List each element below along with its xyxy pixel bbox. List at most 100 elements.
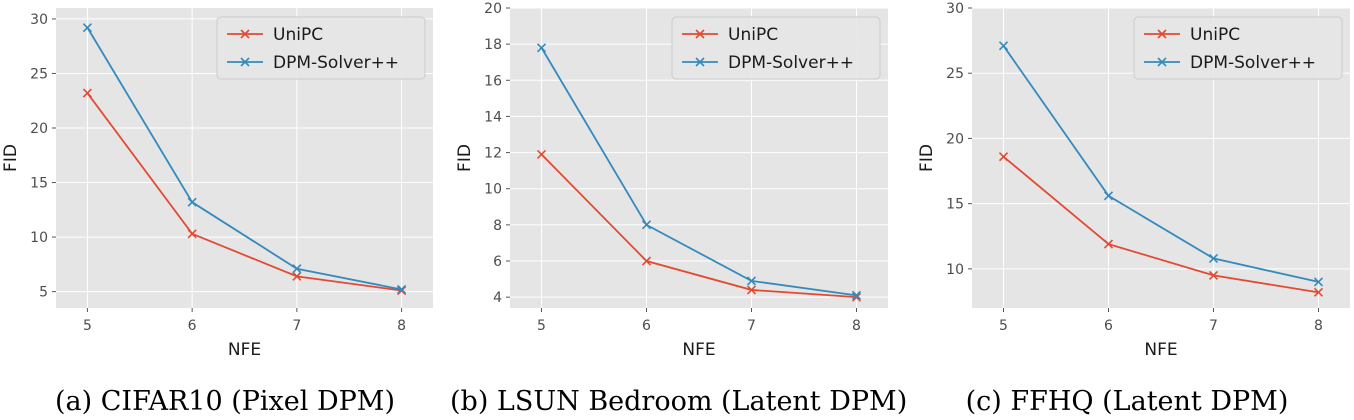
chart-ffhq: 10 15 20 25 30 5 6 7 8 NFE FID UniPC DPM-Solver++ — [917, 1, 1350, 360]
marker-stroke — [1313, 287, 1324, 297]
legend-cifar10: UniPC DPM-Solver++ — [216, 16, 426, 80]
data-point-dpm-solver- — [536, 43, 547, 53]
legend-marker — [240, 57, 250, 67]
data-point-dpm-solver- — [641, 220, 652, 230]
x-axis-label: NFE — [228, 340, 261, 360]
data-point-unipc — [998, 152, 1009, 162]
data-point-unipc — [292, 271, 302, 281]
y-tick-label: 18 — [484, 37, 502, 53]
x-tick-label: 8 — [397, 318, 406, 334]
y-axis-label: FID — [917, 144, 937, 172]
y-tick-label: 10 — [946, 262, 964, 278]
y-axis-label: FID — [455, 144, 475, 172]
y-tick-label: 30 — [30, 12, 48, 28]
chart-panel-cifar10: 5 10 15 20 25 30 5 6 7 8 NFE FID UniPC DPM-Solver++ (… — [0, 0, 450, 420]
x-tick-label: 6 — [642, 318, 651, 334]
marker-stroke — [851, 290, 862, 300]
chart-lsun-bedroom: 4 6 8 10 12 14 16 18 20 5 6 7 8 NFE FID UniPC DPM-Solver… — [455, 1, 888, 360]
legend-marker — [1157, 29, 1167, 39]
marker-stroke — [746, 276, 757, 286]
y-tick-label: 6 — [493, 254, 502, 270]
marker-stroke — [1103, 239, 1114, 249]
marker-stroke — [536, 149, 547, 159]
marker-stroke — [641, 220, 652, 230]
series-line-unipc — [1002, 156, 1319, 294]
x-tick-label: 8 — [852, 318, 861, 334]
series-line-unipc — [86, 92, 402, 292]
caption-cifar10: (a) CIFAR10 (Pixel DPM) — [55, 386, 395, 417]
y-tick-label: 25 — [946, 66, 964, 82]
y-tick-label: 30 — [946, 1, 964, 17]
legend-label-unipc: UniPC — [273, 25, 323, 45]
y-tick-label: 5 — [39, 285, 48, 301]
data-point-dpm-solver- — [292, 264, 302, 274]
y-tick-label: 12 — [484, 146, 502, 162]
x-tick-label: 7 — [1209, 318, 1218, 334]
data-point-unipc — [536, 149, 547, 159]
legend-marker — [240, 29, 250, 39]
x-axis-label: NFE — [1144, 340, 1177, 360]
data-point-unipc — [1103, 239, 1114, 249]
x-tick-label: 5 — [999, 318, 1008, 334]
y-tick-label: 8 — [493, 218, 502, 234]
marker-stroke — [397, 284, 407, 295]
data-point-dpm-solver- — [397, 284, 407, 295]
x-tick-label: 7 — [747, 318, 756, 334]
data-point-unipc — [1313, 287, 1324, 297]
x-tick-label: 5 — [537, 318, 546, 334]
marker-stroke — [998, 152, 1009, 162]
data-point-dpm-solver- — [1103, 191, 1114, 201]
legend-box — [671, 16, 881, 80]
caption-ffhq: (c) FFHQ (Latent DPM) — [965, 386, 1289, 417]
marker-stroke — [82, 23, 92, 33]
data-point-dpm-solver- — [1208, 253, 1219, 264]
marker-stroke — [292, 264, 302, 274]
marker-stroke — [746, 285, 757, 295]
marker-stroke — [82, 88, 92, 98]
y-tick-label: 20 — [946, 131, 964, 147]
y-tick-label: 20 — [484, 1, 502, 17]
x-tick-label: 6 — [1104, 318, 1113, 334]
legend-label-dpm-solver-: DPM-Solver++ — [1190, 53, 1316, 73]
data-point-dpm-solver- — [82, 23, 92, 33]
x-tick-label: 5 — [83, 318, 92, 334]
marker-stroke — [1208, 270, 1219, 280]
marker-stroke — [1103, 191, 1114, 201]
x-axis-label: NFE — [682, 340, 715, 360]
chart-panel-lsun-bedroom: 4 6 8 10 12 14 16 18 20 5 6 7 8 NFE FID UniPC DPM-Solver… — [450, 0, 907, 420]
data-point-unipc — [746, 285, 757, 295]
y-tick-label: 4 — [493, 290, 502, 306]
series-line-dpm-solver- — [1002, 45, 1319, 283]
series-line-unipc — [540, 153, 857, 299]
legend-box — [1133, 16, 1343, 80]
legend-label-unipc: UniPC — [1190, 25, 1240, 45]
marker-stroke — [851, 292, 862, 302]
data-point-dpm-solver- — [187, 197, 197, 207]
legend-label-dpm-solver-: DPM-Solver++ — [273, 53, 399, 73]
legend-marker — [695, 29, 705, 39]
data-point-unipc — [1208, 270, 1219, 280]
y-tick-label: 25 — [30, 66, 48, 82]
y-tick-label: 10 — [30, 230, 48, 246]
legend-label-dpm-solver-: DPM-Solver++ — [728, 53, 854, 73]
y-tick-label: 16 — [484, 73, 502, 89]
series-line-dpm-solver- — [86, 27, 402, 291]
chart-cifar10: 5 10 15 20 25 30 5 6 7 8 NFE FID UniPC DPM-Solver++ — [1, 8, 433, 360]
x-tick-label: 6 — [188, 318, 197, 334]
series-line-dpm-solver- — [540, 47, 857, 297]
legend-ffhq: UniPC DPM-Solver++ — [1133, 16, 1343, 80]
y-tick-label: 10 — [484, 182, 502, 198]
legend-label-unipc: UniPC — [728, 25, 778, 45]
marker-stroke — [1313, 277, 1324, 287]
data-point-unipc — [82, 88, 92, 98]
x-tick-label: 8 — [1314, 318, 1323, 334]
data-point-dpm-solver- — [746, 276, 757, 286]
legend-box — [216, 16, 426, 80]
marker-stroke — [187, 197, 197, 207]
legend-lsun-bedroom: UniPC DPM-Solver++ — [671, 16, 881, 80]
data-point-dpm-solver- — [851, 290, 862, 300]
legend-marker — [1157, 57, 1167, 67]
y-tick-label: 20 — [30, 121, 48, 137]
y-tick-label: 14 — [484, 109, 502, 125]
x-tick-label: 7 — [292, 318, 301, 334]
